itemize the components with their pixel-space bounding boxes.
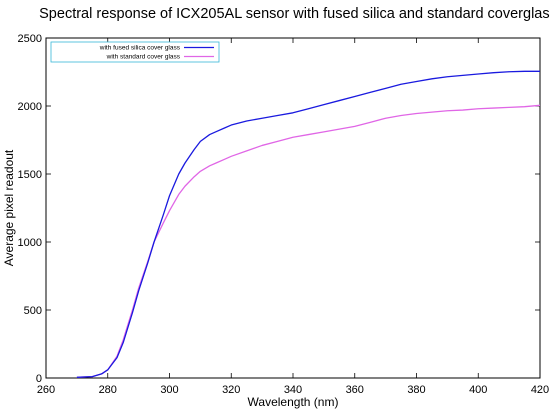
x-tick-label: 380 <box>407 384 425 396</box>
plot-area <box>45 37 541 379</box>
x-tick-label: 320 <box>222 384 240 396</box>
y-axis: 0 500 1000 1500 2000 2500 <box>18 33 540 385</box>
y-tick-label: 1500 <box>18 169 42 181</box>
y-tick-label: 500 <box>24 305 42 317</box>
legend-label-standard: with standard cover glass <box>106 54 181 61</box>
x-tick-label: 300 <box>160 384 178 396</box>
x-tick-label: 280 <box>99 384 117 396</box>
x-axis-label: Wavelength (nm) <box>248 395 339 409</box>
x-tick-label: 260 <box>37 384 55 396</box>
y-tick-label: 2500 <box>18 33 42 45</box>
chart-title: Spectral response of ICX205AL sensor wit… <box>39 6 550 22</box>
x-tick-label: 360 <box>346 384 364 396</box>
x-tick-label: 420 <box>531 384 549 396</box>
y-axis-label: Average pixel readout <box>2 149 16 266</box>
legend: with fused silica cover glass with stand… <box>50 41 220 63</box>
x-axis: 260 280 300 320 340 360 380 400 420 <box>37 38 549 396</box>
y-tick-label: 1000 <box>18 237 42 249</box>
y-tick-label: 2000 <box>18 101 42 113</box>
series-line-standard <box>76 104 541 378</box>
x-tick-label: 340 <box>284 384 302 396</box>
series-line-fused-silica <box>76 70 540 378</box>
y-tick-label: 0 <box>36 373 42 385</box>
x-tick-label: 400 <box>469 384 487 396</box>
series-lines <box>76 70 541 378</box>
legend-box <box>50 41 220 63</box>
legend-label-fused-silica: with fused silica cover glass <box>99 45 181 52</box>
